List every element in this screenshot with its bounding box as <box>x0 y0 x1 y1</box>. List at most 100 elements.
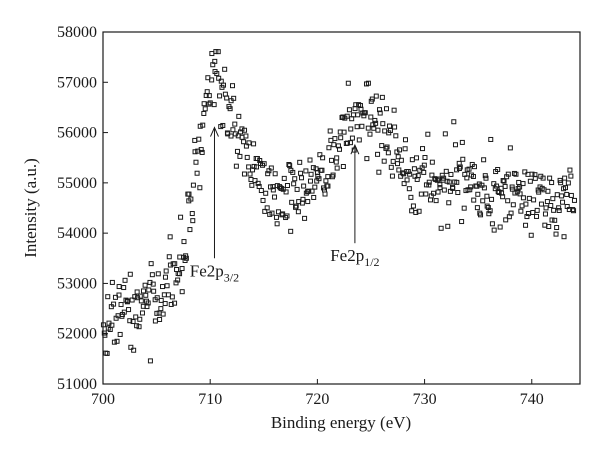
data-point <box>556 205 562 211</box>
data-point <box>553 231 559 237</box>
data-point <box>293 204 299 210</box>
data-point <box>252 178 258 184</box>
data-point <box>570 207 576 213</box>
data-point <box>561 234 567 240</box>
data-point <box>194 170 200 176</box>
data-point <box>121 285 127 291</box>
data-point <box>248 177 254 183</box>
data-point <box>290 169 296 175</box>
data-point <box>255 180 261 186</box>
data-point <box>387 127 393 133</box>
data-point <box>283 189 289 195</box>
data-point <box>526 195 532 201</box>
x-tick-label: 720 <box>305 391 329 408</box>
annotation-arrowhead <box>350 143 360 155</box>
data-point <box>215 49 221 55</box>
data-point <box>484 203 490 209</box>
data-point <box>406 186 412 192</box>
data-point <box>492 186 498 192</box>
data-point <box>118 302 124 308</box>
data-point <box>261 161 267 167</box>
data-point <box>486 211 492 217</box>
data-point <box>565 180 571 186</box>
data-point <box>148 261 154 267</box>
data-point <box>353 102 359 108</box>
data-point <box>192 137 198 143</box>
data-point <box>129 297 135 303</box>
data-point <box>438 225 444 231</box>
data-point <box>446 200 452 206</box>
data-point <box>302 215 308 221</box>
data-point <box>568 173 574 179</box>
data-point <box>299 175 305 181</box>
data-point <box>185 191 191 197</box>
data-point <box>187 227 193 233</box>
data-point <box>495 189 501 195</box>
data-point <box>150 281 156 287</box>
data-point <box>154 295 160 301</box>
data-point <box>172 261 178 267</box>
annotation-label: Fe2p3/2 <box>190 261 239 284</box>
data-point <box>330 172 336 178</box>
data-point <box>272 171 278 177</box>
data-point <box>418 191 424 197</box>
data-point <box>536 189 542 195</box>
data-point <box>471 197 477 203</box>
data-point <box>448 171 454 177</box>
data-point <box>416 208 422 214</box>
data-point <box>443 168 449 174</box>
data-point <box>361 113 367 119</box>
data-point <box>571 208 577 214</box>
data-point <box>230 83 236 89</box>
data-point <box>349 135 355 141</box>
data-point <box>111 339 117 345</box>
data-point <box>272 194 278 200</box>
data-point <box>222 66 228 72</box>
data-point <box>109 279 115 285</box>
data-point <box>279 212 285 218</box>
data-point <box>488 136 494 142</box>
data-point <box>201 110 207 116</box>
data-point <box>162 274 168 280</box>
data-point <box>544 199 550 205</box>
data-point <box>518 208 524 214</box>
data-point <box>230 127 236 133</box>
data-point <box>196 136 202 142</box>
data-point <box>309 188 315 194</box>
data-point <box>431 190 437 196</box>
data-point <box>202 106 208 112</box>
data-point <box>307 178 313 184</box>
data-point <box>333 159 339 165</box>
data-point <box>542 211 548 217</box>
data-point <box>300 196 306 202</box>
data-point <box>379 94 385 100</box>
data-point <box>365 80 371 86</box>
data-point <box>517 184 523 190</box>
data-point <box>227 106 233 112</box>
data-point <box>559 193 565 199</box>
data-point <box>160 311 166 317</box>
data-point <box>287 163 293 169</box>
data-point <box>396 167 402 173</box>
data-point <box>379 143 385 149</box>
data-point <box>197 185 203 191</box>
data-point <box>257 158 263 164</box>
data-point <box>242 127 248 133</box>
data-point <box>270 187 276 193</box>
data-point <box>209 51 215 57</box>
data-point <box>116 284 122 290</box>
data-point <box>439 172 445 178</box>
data-point <box>310 165 316 171</box>
data-point <box>454 179 460 185</box>
data-point <box>523 201 529 207</box>
data-point <box>303 168 309 174</box>
data-point <box>562 185 568 191</box>
data-point <box>500 178 506 184</box>
annotation-arrowhead <box>210 126 219 137</box>
data-point <box>489 221 495 227</box>
data-point <box>246 140 252 146</box>
data-point <box>429 159 435 165</box>
data-point <box>522 169 528 175</box>
data-point <box>362 110 368 116</box>
data-point <box>306 188 312 194</box>
